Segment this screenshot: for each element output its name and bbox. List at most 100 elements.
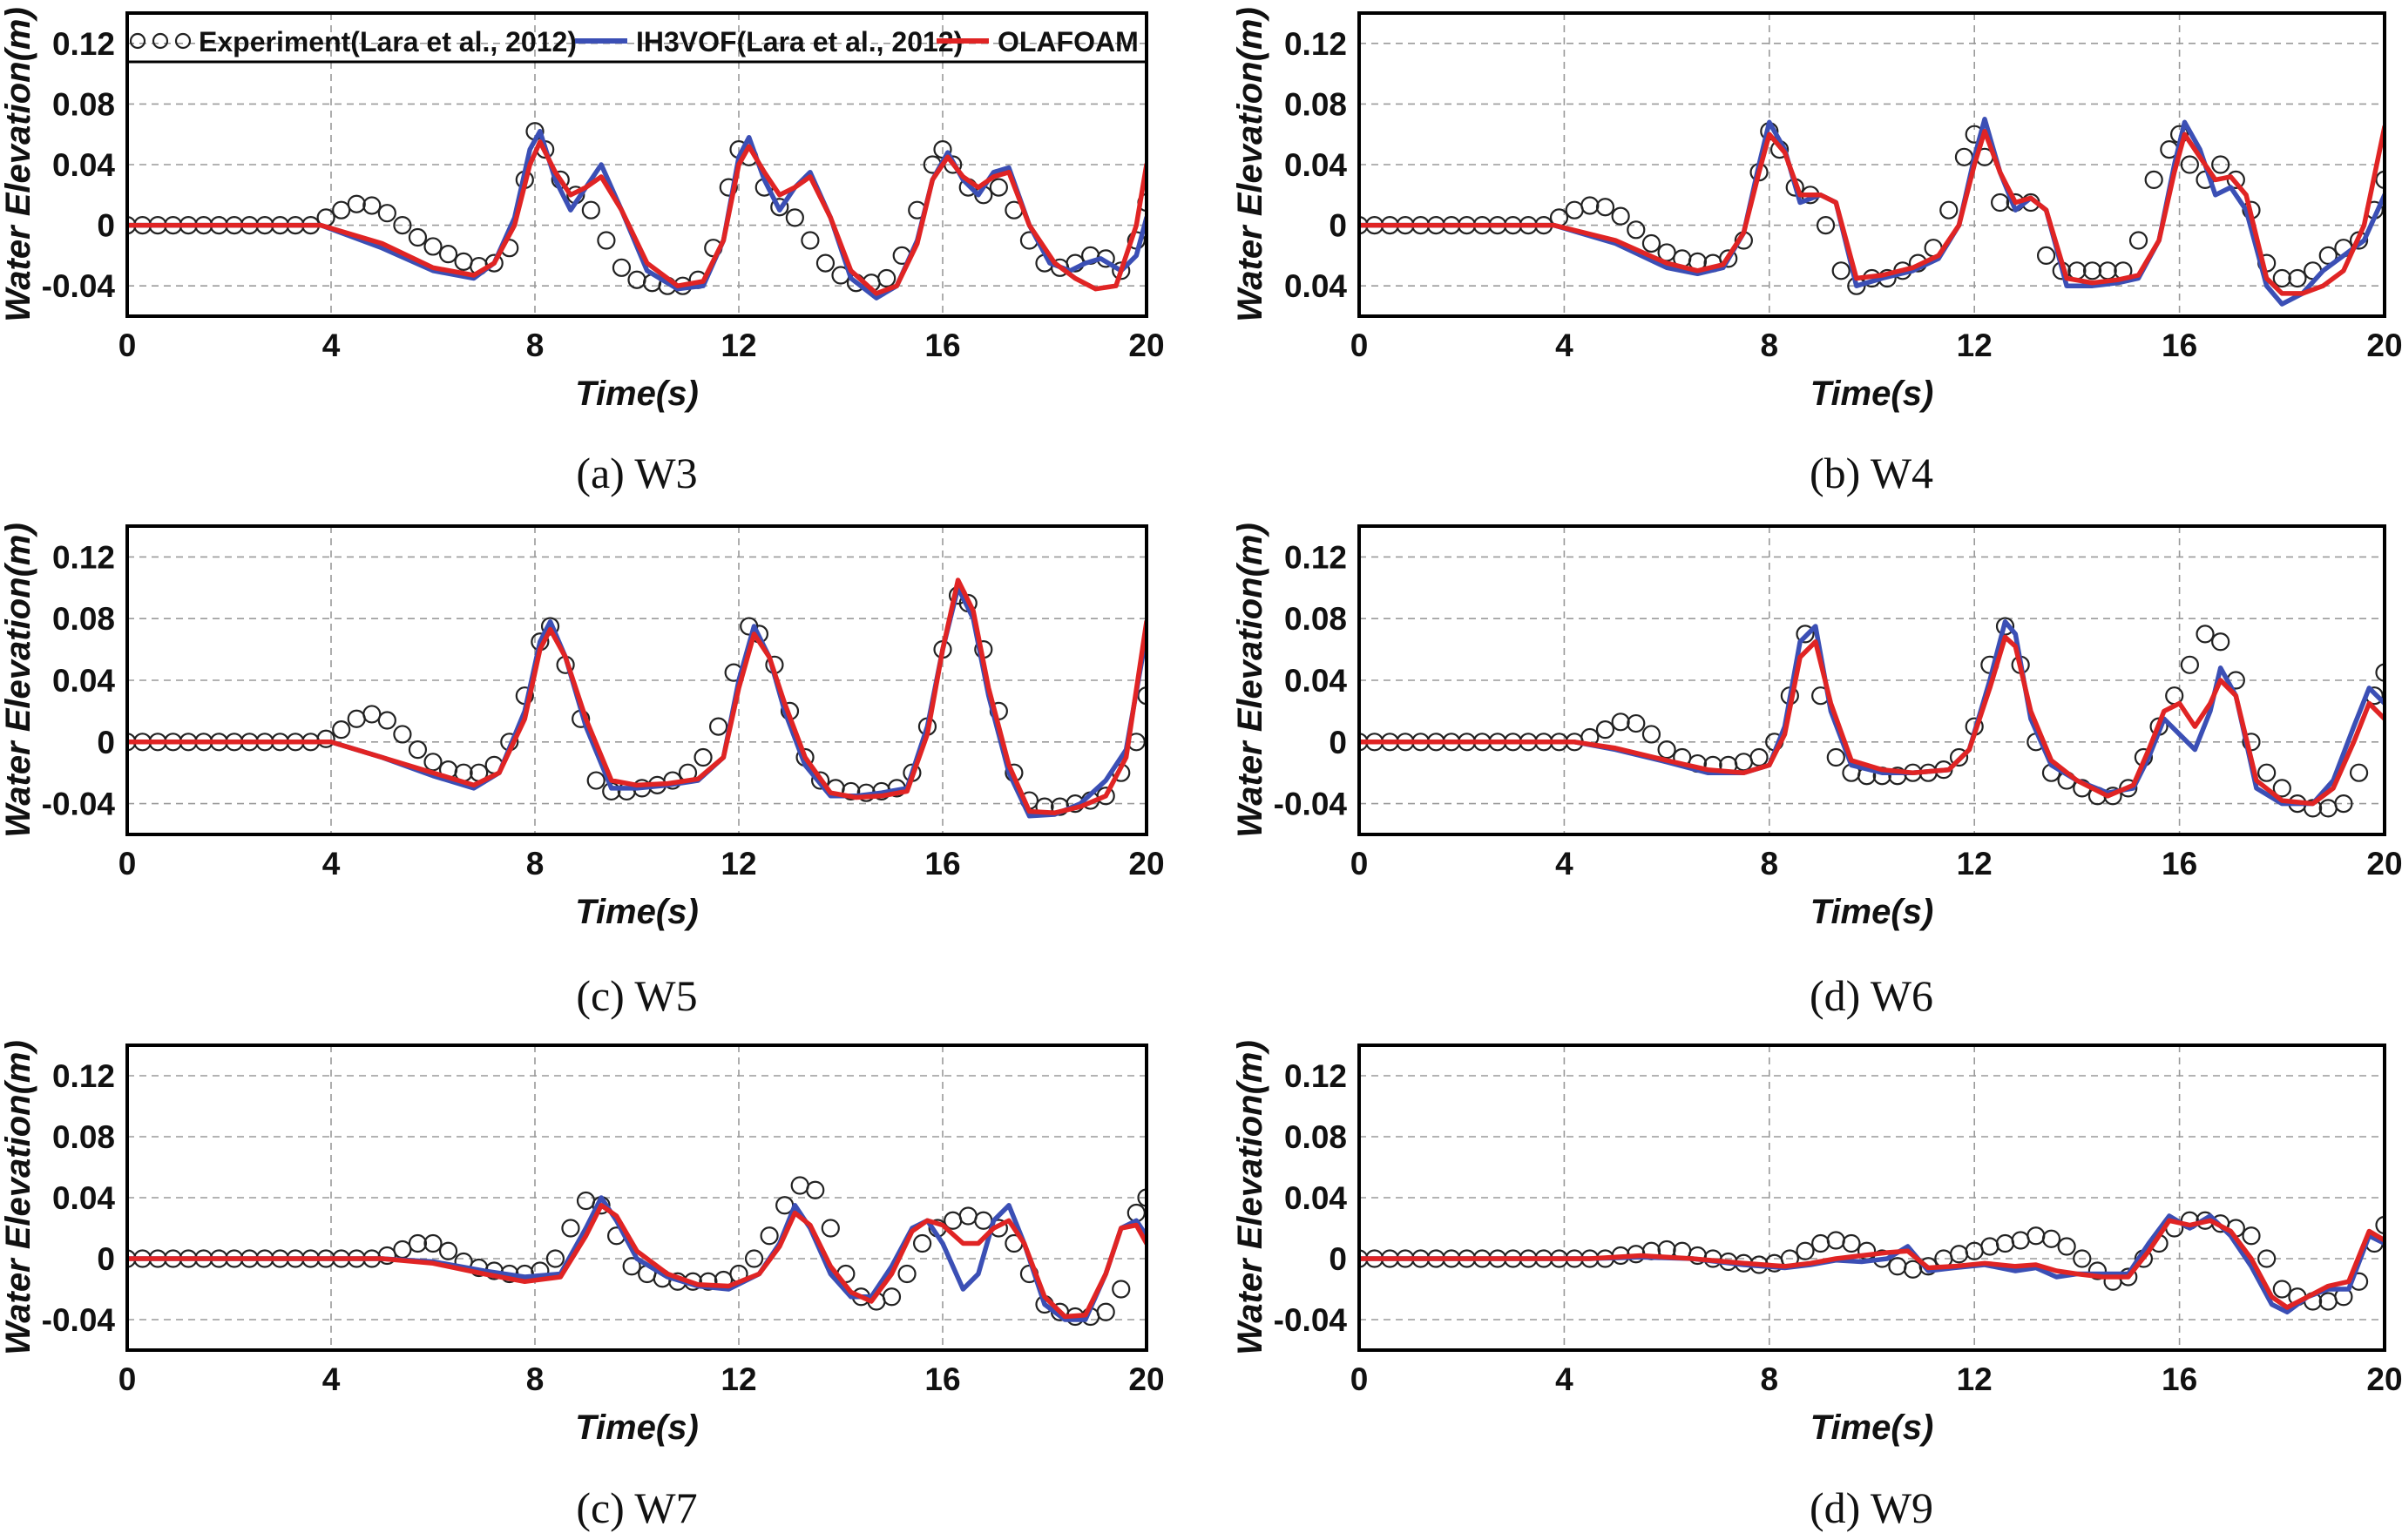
series-group <box>1359 617 2385 818</box>
x-tick-label: 16 <box>2162 846 2197 881</box>
experiment-marker <box>1949 747 1969 767</box>
experiment-marker <box>2073 1249 2092 1268</box>
experiment-marker <box>1595 198 1615 217</box>
x-axis-label: Time(s) <box>1810 1408 1934 1447</box>
experiment-marker <box>2349 763 2369 782</box>
y-tick-label: 0.04 <box>1284 268 1347 304</box>
experiment-marker <box>1796 1241 1815 1260</box>
experiment-marker <box>1991 192 2010 213</box>
chart-panel-3: 0 4 8 12 16 20-0.0400.040.080.12Time(s)Water … <box>0 523 1165 1020</box>
experiment-marker <box>770 198 789 217</box>
experiment-marker <box>877 268 897 288</box>
experiment-marker <box>2128 231 2148 250</box>
y-tick-label: 0.04 <box>52 147 115 183</box>
experiment-marker <box>581 200 600 220</box>
x-axis-label: Time(s) <box>1810 375 1934 413</box>
experiment-marker <box>423 753 443 772</box>
experiment-marker <box>785 208 804 227</box>
experiment-marker <box>377 711 396 730</box>
experiment-marker <box>882 1287 902 1307</box>
experiment-marker <box>1611 206 1630 226</box>
experiment-marker <box>332 200 351 220</box>
experiment-marker <box>1137 686 1147 706</box>
experiment-marker <box>2257 763 2277 782</box>
x-tick-label: 4 <box>1555 1361 1573 1397</box>
x-tick-label: 20 <box>2366 846 2402 881</box>
olafoam-line <box>127 1203 1147 1320</box>
x-tick-label: 12 <box>1957 328 1993 363</box>
experiment-marker <box>347 194 366 213</box>
x-tick-label: 8 <box>1761 1361 1779 1397</box>
plot-area <box>127 13 1147 316</box>
experiment-marker <box>2242 1226 2261 1246</box>
legend-label-experiment: Experiment(Lara et al., 2012) <box>199 26 577 57</box>
experiment-marker <box>2180 655 2199 674</box>
experiment-marker <box>2272 268 2291 288</box>
ih3vof-line <box>127 1195 1147 1322</box>
experiment-marker <box>806 1180 825 1199</box>
y-tick-label: 0.04 <box>1284 1180 1347 1216</box>
chart-panel-6: 0 4 8 12 16 20-0.0400.040.080.12Time(s)Water … <box>1231 1040 2402 1532</box>
x-tick-label: 12 <box>721 1361 756 1397</box>
experiment-marker <box>1842 1233 1861 1253</box>
olafoam-line <box>1359 634 2385 807</box>
experiment-marker <box>377 1246 396 1266</box>
experiment-marker <box>1816 216 1836 235</box>
legend-marker-experiment <box>152 32 169 50</box>
experiment-marker <box>561 1219 580 1238</box>
x-axis-label: Time(s) <box>575 375 699 413</box>
experiment-marker <box>1719 249 1738 268</box>
x-tick-label: 12 <box>721 328 756 363</box>
experiment-marker <box>1831 261 1851 280</box>
olafoam-line <box>1359 1218 2385 1310</box>
experiment-marker <box>362 196 382 215</box>
y-tick-label: -0.04 <box>42 1302 116 1338</box>
legend-label-olafoam: OLAFOAM <box>998 26 1139 57</box>
olafoam-line <box>1359 124 2385 296</box>
legend-marker-experiment <box>174 32 192 50</box>
y-tick-label: 0 <box>1329 208 1347 244</box>
x-tick-label: 4 <box>322 846 341 881</box>
y-tick-label: 0 <box>97 208 115 244</box>
legend: Experiment(Lara et al., 2012) IH3VOF(Lara… <box>127 26 1147 64</box>
experiment-marker <box>2196 625 2215 644</box>
experiment-marker <box>1611 713 1630 732</box>
y-tick-label: 0.08 <box>52 601 115 637</box>
y-axis-label: Water Elevation(m) <box>0 1040 37 1355</box>
experiment-marker <box>1112 1280 1131 1299</box>
experiment-marker <box>2144 170 2163 189</box>
experiment-marker <box>1641 725 1661 744</box>
experiment-marker <box>1749 747 1769 767</box>
y-tick-label: 0.08 <box>1284 1119 1347 1155</box>
y-axis-label: Water Elevation(m) <box>1231 7 1269 322</box>
experiment-marker <box>1641 233 1661 253</box>
y-tick-label: 0.08 <box>1284 86 1347 122</box>
plot-frame <box>125 1044 1148 1352</box>
experiment-marker <box>597 231 616 250</box>
x-tick-label: 4 <box>322 1361 341 1397</box>
chart-panel-1: 0 4 8 12 16 20-0.0400.040.080.12Time(s)Water … <box>0 7 1165 497</box>
experiment-marker <box>438 245 458 264</box>
x-tick-label: 20 <box>1128 1361 1164 1397</box>
experiment-marker <box>1796 625 1815 644</box>
x-tick-label: 4 <box>1555 328 1573 363</box>
experiment-marker <box>1627 713 1646 733</box>
x-tick-label: 16 <box>2162 1361 2197 1397</box>
experiment-marker <box>2036 246 2056 265</box>
experiment-marker <box>622 1257 641 1276</box>
experiment-marker <box>719 178 738 197</box>
panel-caption: (c) W7 <box>576 1483 697 1532</box>
experiment-marker <box>612 258 632 277</box>
y-tick-label: 0.04 <box>1284 663 1347 699</box>
experiment-marker <box>897 1264 917 1284</box>
experiment-marker <box>708 717 728 736</box>
experiment-marker <box>332 720 351 740</box>
y-tick-label: 0.04 <box>1284 147 1347 183</box>
experiment-marker <box>801 231 820 250</box>
y-tick-label: 0.04 <box>52 1180 115 1216</box>
legend-marker-experiment <box>129 32 146 50</box>
experiment-marker <box>1995 617 2015 636</box>
plot-frame <box>125 524 1148 836</box>
experiment-marker <box>1595 720 1615 740</box>
